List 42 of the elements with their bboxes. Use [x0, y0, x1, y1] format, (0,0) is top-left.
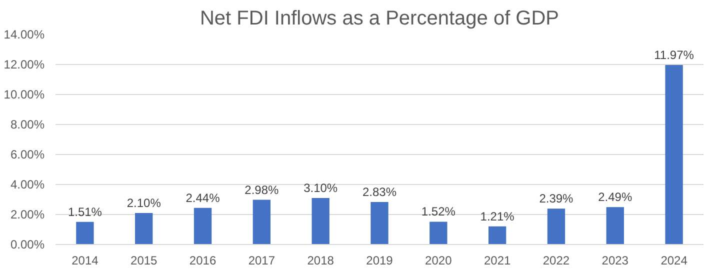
x-tick-label: 2015: [130, 254, 158, 268]
data-label: 2.10%: [126, 196, 162, 210]
data-label: 2.49%: [598, 190, 632, 204]
x-tick-label: 2014: [72, 254, 99, 268]
y-tick-label: 10.00%: [4, 88, 45, 102]
x-tick-label: 2017: [248, 254, 276, 268]
data-label: 2.83%: [362, 185, 397, 200]
bar: [252, 200, 271, 244]
bar: [430, 222, 448, 244]
x-tick-label: 2023: [602, 254, 629, 268]
x-tick-label: 2021: [484, 254, 511, 268]
chart-title: Net FDI Inflows as a Percentage of GDP: [200, 8, 560, 30]
x-tick-label: 2020: [425, 254, 452, 268]
bar: [370, 202, 388, 244]
bar: [488, 226, 506, 244]
y-tick-label: 14.00%: [4, 28, 45, 42]
y-tick-label: 12.00%: [4, 58, 45, 72]
y-tick-label: 8.00%: [10, 118, 45, 132]
bar: [606, 207, 624, 244]
y-tick-label: 4.00%: [10, 178, 45, 192]
bar: [312, 198, 330, 244]
bar: [194, 208, 212, 244]
bar: [547, 208, 566, 244]
data-label: 3.10%: [304, 181, 338, 195]
x-tick-label: 2016: [189, 254, 216, 268]
data-label: 11.97%: [654, 48, 694, 62]
y-tick-label: 0.00%: [10, 238, 45, 252]
data-label: 1.21%: [480, 209, 515, 224]
data-label: 1.52%: [421, 204, 456, 219]
x-tick-label: 2024: [660, 254, 688, 268]
y-tick-label: 6.00%: [10, 148, 45, 162]
x-tick-label: 2019: [366, 254, 394, 268]
data-label: 1.51%: [68, 204, 102, 219]
bar: [135, 213, 153, 244]
bar: [76, 222, 94, 244]
data-label: 2.39%: [539, 192, 574, 206]
x-tick-label: 2018: [307, 254, 334, 268]
x-tick-label: 2022: [542, 254, 570, 268]
y-tick-label: 2.00%: [10, 208, 45, 222]
data-label: 2.44%: [186, 190, 220, 205]
bar: [665, 64, 683, 244]
data-label: 2.98%: [244, 182, 280, 197]
